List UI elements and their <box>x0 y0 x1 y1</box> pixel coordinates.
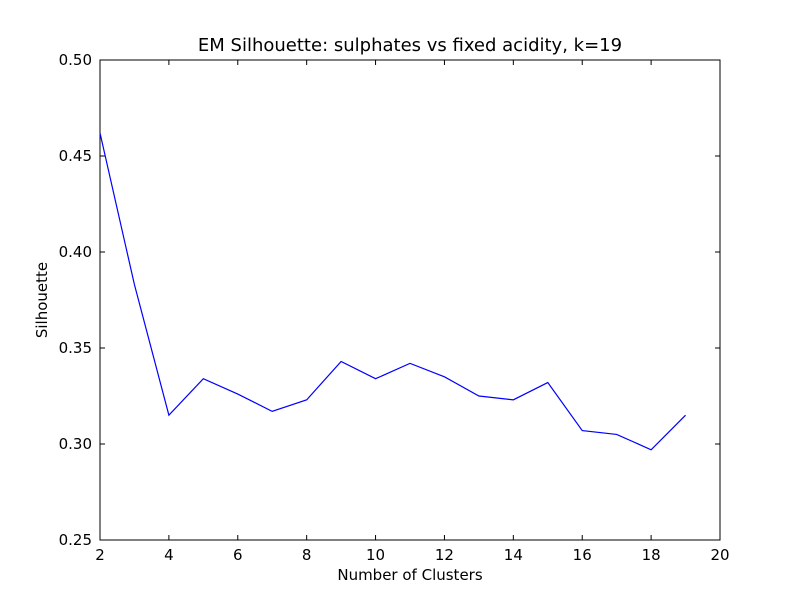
x-tick-label: 14 <box>504 546 523 564</box>
y-axis: 0.25 0.30 0.35 0.40 0.45 0.50 <box>59 51 720 549</box>
x-tick-label: 6 <box>233 546 243 564</box>
y-tick-label: 0.30 <box>59 435 92 453</box>
x-tick-label: 16 <box>573 546 592 564</box>
y-tick-label: 0.25 <box>59 531 92 549</box>
series-line <box>99 132 686 451</box>
x-tick-label: 8 <box>302 546 312 564</box>
x-tick-label: 12 <box>435 546 454 564</box>
y-axis-title: Silhouette <box>33 262 51 338</box>
x-axis-title: Number of Clusters <box>337 566 482 584</box>
y-tick-label: 0.40 <box>59 243 92 261</box>
plot-frame <box>99 59 721 541</box>
plot-area: 2 4 6 8 10 12 14 16 18 20 0.25 0.30 0.35 0.40 0.45 0.5… <box>59 51 730 564</box>
x-tick-label: 20 <box>710 546 729 564</box>
series-layer <box>99 132 686 451</box>
x-tick-label: 18 <box>642 546 661 564</box>
y-tick-label: 0.35 <box>59 339 92 357</box>
chart-title: EM Silhouette: sulphates vs fixed acidit… <box>198 35 622 56</box>
x-tick-label: 2 <box>95 546 105 564</box>
y-tick-label: 0.50 <box>59 51 92 69</box>
x-tick-label: 10 <box>366 546 385 564</box>
y-tick-label: 0.45 <box>59 147 92 165</box>
x-axis: 2 4 6 8 10 12 14 16 18 20 <box>95 60 730 564</box>
x-tick-label: 4 <box>164 546 174 564</box>
